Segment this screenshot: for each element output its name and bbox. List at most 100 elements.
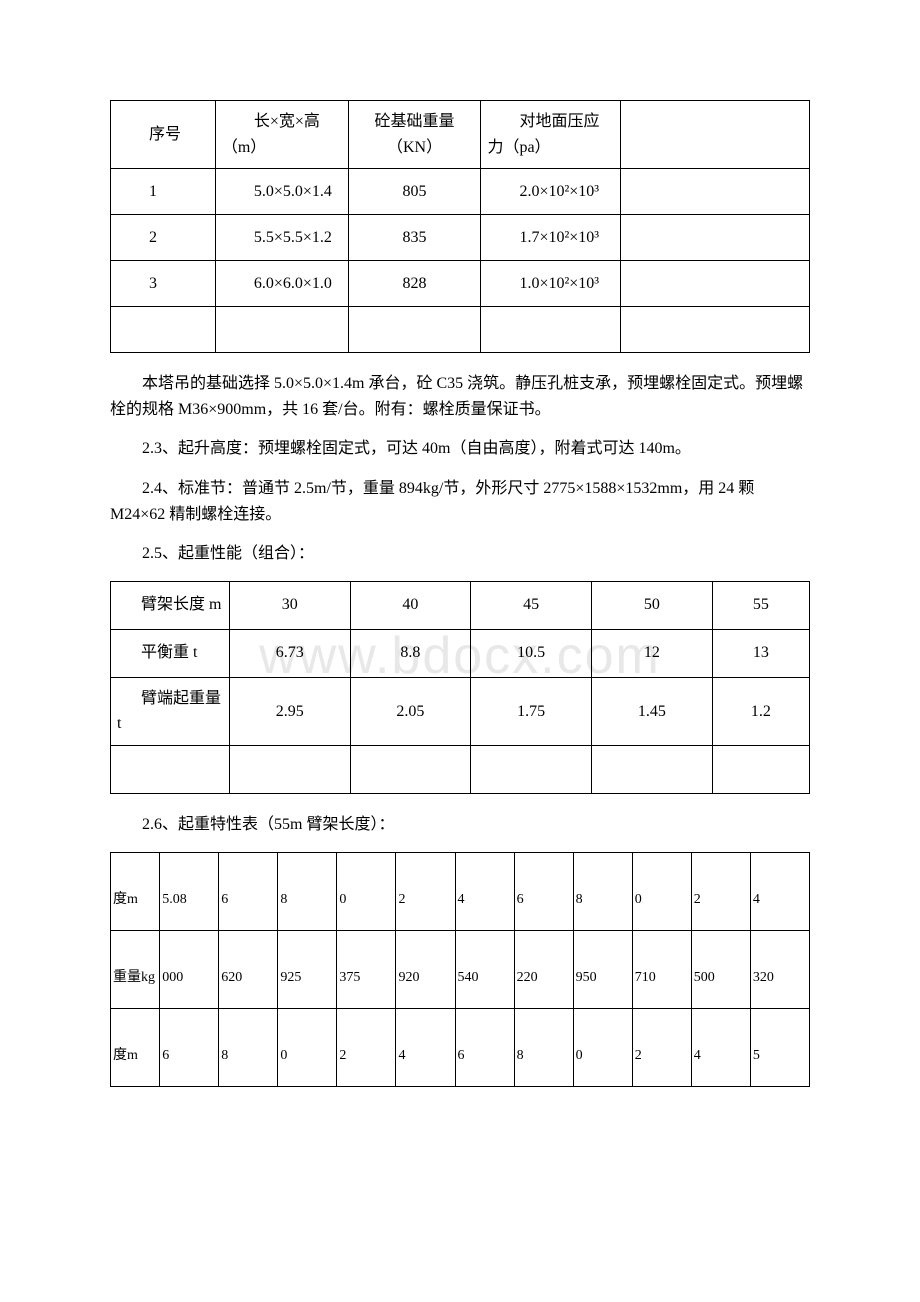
cell: 2	[337, 1008, 396, 1086]
cell: 2	[111, 215, 216, 261]
cell: 2.95	[229, 677, 350, 745]
cell: 220	[514, 930, 573, 1008]
cell: 6	[514, 852, 573, 930]
cell: 5.5×5.5×1.2	[215, 215, 348, 261]
cell: 6.0×6.0×1.0	[215, 261, 348, 307]
cell: 8	[514, 1008, 573, 1086]
cell: 375	[337, 930, 396, 1008]
table-row: 重量kg 000 620 925 375 920 540 220 950 710…	[111, 930, 810, 1008]
cell: 4	[396, 1008, 455, 1086]
table-row	[111, 307, 810, 353]
cell: 45	[471, 581, 592, 629]
cell: 8	[278, 852, 337, 930]
cell	[621, 307, 810, 353]
cell	[215, 307, 348, 353]
col-header	[621, 101, 810, 169]
cell	[111, 307, 216, 353]
cell: 5	[750, 1008, 809, 1086]
row-label: 重量kg	[111, 930, 160, 1008]
cell: 13	[712, 629, 809, 677]
row-label: 度m	[111, 852, 160, 930]
cell: 6	[455, 1008, 514, 1086]
cell: 2	[691, 852, 750, 930]
cell: 0	[632, 852, 691, 930]
table-row	[111, 745, 810, 793]
cell: 1.75	[471, 677, 592, 745]
cell: 540	[455, 930, 514, 1008]
cell	[229, 745, 350, 793]
row-label: 度m	[111, 1008, 160, 1086]
cell: 4	[455, 852, 514, 930]
cell: 828	[348, 261, 481, 307]
cell: 6	[219, 852, 278, 930]
cell: 50	[592, 581, 713, 629]
cell: 8	[219, 1008, 278, 1086]
paragraph: 2.3、起升高度：预埋螺栓固定式，可达 40m（自由高度），附着式可达 140m…	[110, 436, 810, 462]
cell: 30	[229, 581, 350, 629]
cell: 5.08	[160, 852, 219, 930]
cell: 4	[750, 852, 809, 930]
cell: 10.5	[471, 629, 592, 677]
cell: 4	[691, 1008, 750, 1086]
cell	[348, 307, 481, 353]
cell: 6.73	[229, 629, 350, 677]
cell: 2	[396, 852, 455, 930]
paragraph: 2.6、起重特性表（55m 臂架长度）：	[110, 812, 810, 838]
cell	[712, 745, 809, 793]
table-row: 臂架长度 m 30 40 45 50 55	[111, 581, 810, 629]
cell: 3	[111, 261, 216, 307]
cell: 2.0×10²×10³	[481, 169, 621, 215]
cell: 925	[278, 930, 337, 1008]
col-header: 对地面压应力（pa）	[481, 101, 621, 169]
cell	[111, 745, 230, 793]
paragraph: 2.4、标准节：普通节 2.5m/节，重量 894kg/节，外形尺寸 2775×…	[110, 476, 810, 527]
cell	[471, 745, 592, 793]
table-row: 3 6.0×6.0×1.0 828 1.0×10²×10³	[111, 261, 810, 307]
characteristics-table: 度m 5.08 6 8 0 2 4 6 8 0 2 4 重量kg 000 620…	[110, 852, 810, 1087]
cell: 000	[160, 930, 219, 1008]
cell: 2	[632, 1008, 691, 1086]
cell: 620	[219, 930, 278, 1008]
table-row: 1 5.0×5.0×1.4 805 2.0×10²×10³	[111, 169, 810, 215]
cell: 950	[573, 930, 632, 1008]
cell: 8.8	[350, 629, 471, 677]
cell: 2.05	[350, 677, 471, 745]
cell	[481, 307, 621, 353]
cell: 12	[592, 629, 713, 677]
cell: 320	[750, 930, 809, 1008]
cell: 臂端起重量 t	[111, 677, 230, 745]
col-header: 砼基础重量（KN）	[348, 101, 481, 169]
cell	[592, 745, 713, 793]
cell: 1.7×10²×10³	[481, 215, 621, 261]
table-row: 臂端起重量 t 2.95 2.05 1.75 1.45 1.2	[111, 677, 810, 745]
paragraph: 2.5、起重性能（组合）：	[110, 541, 810, 567]
cell: 平衡重 t	[111, 629, 230, 677]
cell: 835	[348, 215, 481, 261]
cell: 臂架长度 m	[111, 581, 230, 629]
cell: 1.0×10²×10³	[481, 261, 621, 307]
table-row: 序号 长×宽×高（m） 砼基础重量（KN） 对地面压应力（pa）	[111, 101, 810, 169]
table-row: 度m 6 8 0 2 4 6 8 0 2 4 5	[111, 1008, 810, 1086]
col-header: 长×宽×高（m）	[215, 101, 348, 169]
cell: 500	[691, 930, 750, 1008]
table-row: 度m 5.08 6 8 0 2 4 6 8 0 2 4	[111, 852, 810, 930]
cell	[621, 261, 810, 307]
cell	[350, 745, 471, 793]
performance-table: 臂架长度 m 30 40 45 50 55 平衡重 t 6.73 8.8 10.…	[110, 581, 810, 794]
cell: 0	[337, 852, 396, 930]
cell	[621, 215, 810, 261]
cell	[621, 169, 810, 215]
cell: 40	[350, 581, 471, 629]
cell: 920	[396, 930, 455, 1008]
cell: 6	[160, 1008, 219, 1086]
cell: 1.2	[712, 677, 809, 745]
paragraph: 本塔吊的基础选择 5.0×5.0×1.4m 承台，砼 C35 浇筑。静压孔桩支承…	[110, 371, 810, 422]
cell: 0	[278, 1008, 337, 1086]
cell: 8	[573, 852, 632, 930]
cell: 710	[632, 930, 691, 1008]
cell: 5.0×5.0×1.4	[215, 169, 348, 215]
cell: 55	[712, 581, 809, 629]
col-header: 序号	[111, 101, 216, 169]
foundation-table: 序号 长×宽×高（m） 砼基础重量（KN） 对地面压应力（pa） 1 5.0×5…	[110, 100, 810, 353]
cell: 805	[348, 169, 481, 215]
